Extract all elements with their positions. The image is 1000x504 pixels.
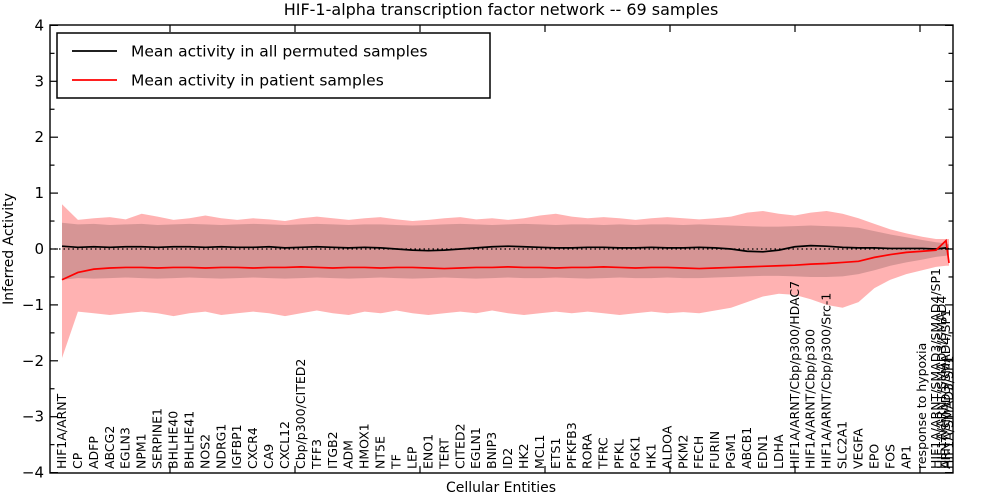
x-entity-label: NT5E bbox=[373, 436, 388, 469]
x-entity-label: NDRG1 bbox=[213, 424, 228, 469]
y-tick-label: 4 bbox=[34, 16, 44, 34]
chart-title: HIF-1-alpha transcription factor network… bbox=[284, 0, 719, 19]
permuted-band bbox=[62, 222, 949, 280]
x-entity-label: PKM2 bbox=[675, 435, 690, 469]
x-entity-label: TF bbox=[389, 454, 404, 470]
x-entity-label: BHLHE40 bbox=[166, 411, 181, 469]
x-entity-label: VEGFA bbox=[851, 428, 866, 469]
x-entity-label: IGFBP1 bbox=[229, 424, 244, 469]
plot-frame bbox=[49, 24, 954, 474]
patient-mean-line bbox=[61, 238, 950, 281]
y-tick-label: −3 bbox=[22, 408, 44, 426]
x-entity-label: BNIP3 bbox=[484, 432, 499, 469]
x-entity-label: HK1 bbox=[643, 443, 658, 469]
x-entity-label: HIF1A/ARNT bbox=[54, 393, 69, 469]
x-entity-label: EGLN1 bbox=[468, 427, 483, 469]
permuted-mean-line bbox=[61, 244, 950, 253]
x-entity-label: ETS1 bbox=[548, 438, 563, 469]
x-entity-label: SLC2A1 bbox=[835, 421, 850, 469]
x-entity-label: EGLN3 bbox=[118, 427, 133, 469]
y-axis-label: Inferred Activity bbox=[1, 193, 17, 305]
x-entity-label: BHLHE41 bbox=[181, 411, 196, 469]
y-tick-label: −4 bbox=[22, 464, 44, 482]
x-entity-label: HIF1A/ARNT/Cbp/p300/Src-1 bbox=[819, 293, 834, 469]
x-entity-label: CXCL12 bbox=[277, 421, 292, 469]
y-tick-labels: −4 −3 −2 −1 0 1 2 3 4 bbox=[22, 16, 44, 481]
x-entity-label: AP1 bbox=[898, 445, 913, 469]
x-entity-label: Cbp/p300/CITED2 bbox=[293, 359, 308, 469]
legend-patient-label: Mean activity in patient samples bbox=[131, 72, 384, 90]
x-entity-label: TFF3 bbox=[309, 439, 324, 470]
mean-lines bbox=[61, 238, 950, 281]
x-entity-label: HIF1A/ARNT/Cbp/p300 bbox=[803, 329, 818, 469]
y-tick-label: −1 bbox=[22, 296, 44, 314]
y-tick-label: 2 bbox=[34, 128, 44, 146]
axis-ticks bbox=[50, 24, 953, 474]
x-entity-label: ADFP bbox=[86, 436, 101, 469]
x-entity-label: CXCR4 bbox=[245, 427, 260, 469]
x-entity-labels: HIF1A/ARNT CP ADFP ABCG2 EGLN3 NPM1 SERPINE1 BH… bbox=[54, 268, 956, 470]
y-tick-label: 0 bbox=[34, 240, 44, 258]
x-entity-label: ABCG2 bbox=[102, 426, 117, 469]
x-entity-label: CP bbox=[70, 452, 85, 469]
x-entity-label: PFKL bbox=[612, 439, 627, 469]
x-entity-label: SERPINE1 bbox=[150, 408, 165, 469]
legend-box bbox=[56, 32, 491, 99]
x-entity-label: ENO1 bbox=[420, 434, 435, 469]
y-tick-label: 3 bbox=[34, 72, 44, 90]
x-entity-label: ABCB1 bbox=[739, 427, 754, 469]
x-entity-label: RORA bbox=[580, 433, 595, 469]
x-entity-label-cluster-illegible: ARNT/SMAD3/SMAD4/SP1 bbox=[938, 309, 953, 469]
x-entity-label: LEP bbox=[404, 446, 419, 469]
x-entity-label: ID2 bbox=[500, 448, 515, 469]
x-entity-label: response to hypoxia bbox=[914, 343, 929, 469]
x-entity-label: HIF1A/ARNT/Cbp/p300/HDAC7 bbox=[787, 281, 802, 469]
x-entity-label: EDN1 bbox=[755, 434, 770, 469]
y-tick-label: −2 bbox=[22, 352, 44, 370]
x-entity-label: FURIN bbox=[707, 431, 722, 469]
x-entity-label: ADM bbox=[341, 440, 356, 469]
legend-permuted-label: Mean activity in all permuted samples bbox=[131, 43, 428, 61]
x-entity-label: LDHA bbox=[771, 434, 786, 469]
x-entity-label: TERT bbox=[436, 438, 451, 470]
x-entity-label: EPO bbox=[866, 444, 881, 469]
patient-band bbox=[62, 204, 949, 359]
x-entity-label: CITED2 bbox=[452, 423, 467, 469]
x-entity-label: ALDOA bbox=[659, 425, 674, 469]
x-entity-label: PGK1 bbox=[627, 436, 642, 469]
confidence-bands bbox=[62, 204, 949, 359]
x-entity-label-cluster-illegible: HIF1A/ARNT/SMAD3/SMAD4 bbox=[934, 296, 949, 469]
x-entity-label: HK2 bbox=[516, 443, 531, 469]
x-entity-label: FECH bbox=[691, 436, 706, 469]
x-entity-label: HMOX1 bbox=[357, 423, 372, 469]
x-axis-label: Cellular Entities bbox=[446, 480, 556, 496]
x-entity-label: CA9 bbox=[261, 444, 276, 469]
x-entity-label: TFRC bbox=[596, 437, 611, 470]
x-entity-label: MCL1 bbox=[532, 435, 547, 469]
y-tick-label: 1 bbox=[34, 184, 44, 202]
x-entity-label: NPM1 bbox=[134, 433, 149, 469]
x-entity-label-cluster-illegible: HIF1A/SMAD3/SP1 bbox=[941, 356, 956, 469]
x-entity-label-cluster: HIF1A/ARNT/SMAD3/SMAD4/SP1 bbox=[928, 268, 943, 469]
x-entity-label: NOS2 bbox=[197, 434, 212, 469]
x-entity-label: PFKFB3 bbox=[564, 422, 579, 469]
x-entity-label: FOS bbox=[882, 444, 897, 469]
x-entity-label: ITGB2 bbox=[325, 431, 340, 469]
x-entity-label: PGM1 bbox=[723, 433, 738, 469]
legend: Mean activity in all permuted samples Me… bbox=[56, 32, 491, 99]
